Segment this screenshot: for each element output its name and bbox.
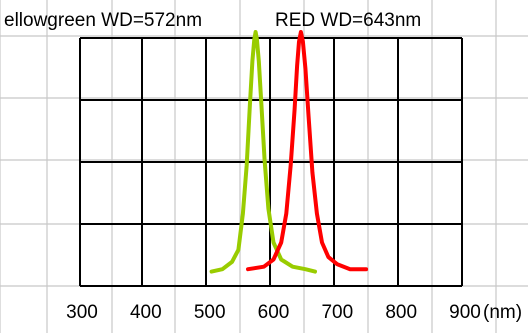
x-tick-label: 500: [194, 302, 226, 323]
x-tick-label: 600: [258, 302, 290, 323]
series-layer: [209, 30, 369, 274]
x-unit-label: (nm): [483, 302, 522, 323]
x-tick-label: 400: [130, 302, 162, 323]
text-layer: 300 400 500 600 700 800 900 (nm) ellowgreen WD=5…: [4, 10, 522, 323]
series-line-red: [246, 30, 369, 272]
plot-grid: [79, 37, 463, 287]
x-tick-label: 900: [449, 302, 481, 323]
x-tick-label: 800: [385, 302, 417, 323]
annotation-ellowgreen: ellowgreen WD=572nm: [4, 10, 202, 31]
series-line-ellowgreen: [209, 30, 317, 274]
annotation-red: RED WD=643nm: [275, 10, 421, 31]
x-tick-label: 700: [321, 302, 353, 323]
x-tick-label: 300: [66, 302, 98, 323]
